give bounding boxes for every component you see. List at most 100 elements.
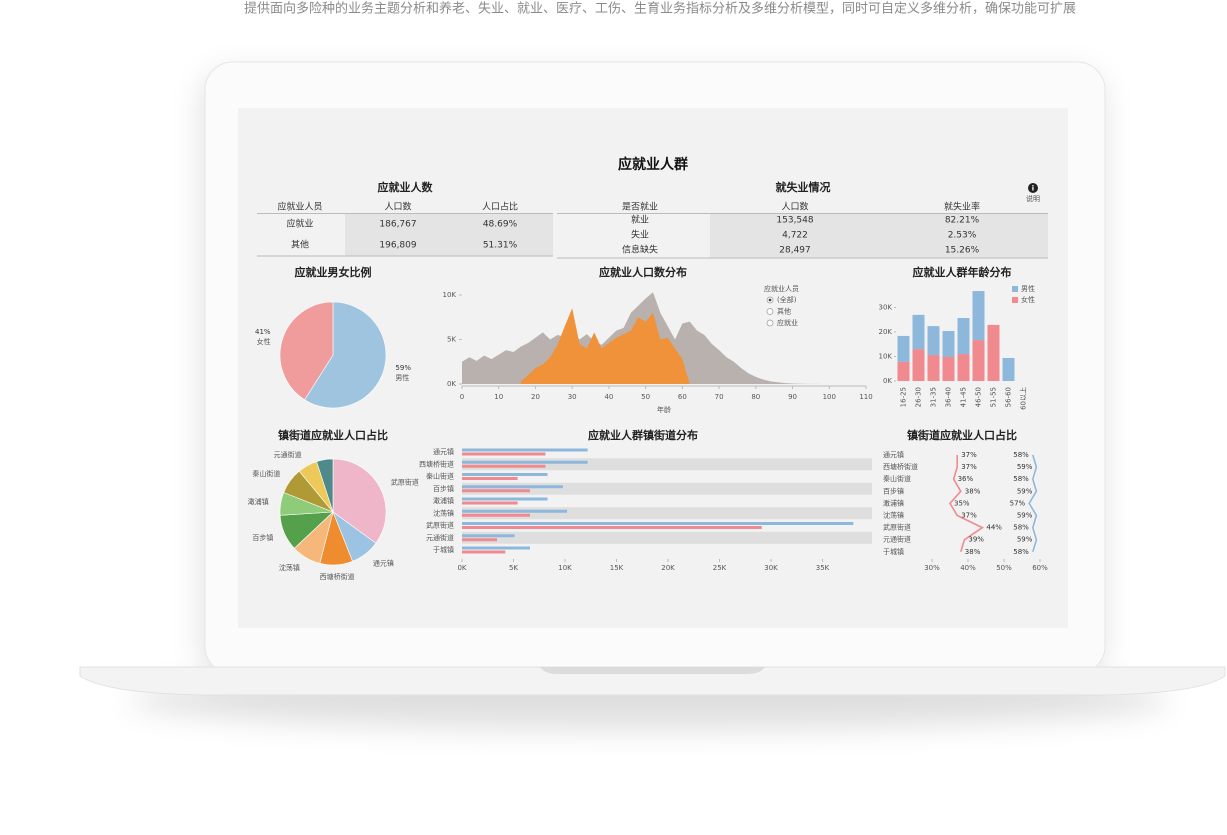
y-tick-label: 武原街道 — [883, 523, 911, 532]
info-icon-glyph: i — [1032, 185, 1034, 193]
bar — [462, 473, 548, 476]
y-tick-label: 百步镇 — [433, 484, 454, 493]
table-shade — [710, 214, 1048, 258]
chart-title: 应就业人群镇街道分布 — [588, 428, 698, 442]
table-cell: 51.31% — [483, 241, 518, 251]
data-label: 59% — [1017, 487, 1033, 495]
x-tick-label: 40% — [960, 564, 976, 572]
row-band — [462, 531, 872, 544]
data-label: 37% — [961, 512, 977, 520]
radio-dot — [768, 298, 772, 302]
y-tick-label: 0K — [447, 380, 456, 388]
x-tick-label: 100 — [823, 393, 836, 401]
table-cell: 48.69% — [483, 220, 518, 230]
y-tick-label: 秦山街道 — [883, 474, 911, 483]
filter-option-label: (全部) — [777, 295, 797, 304]
bar-segment — [942, 331, 955, 357]
radio — [766, 319, 774, 327]
bar — [462, 509, 568, 513]
y-tick-label: 百步镇 — [883, 486, 904, 495]
filter-option[interactable]: 应就业 — [766, 318, 798, 327]
y-tick-label: 0K — [883, 377, 892, 385]
x-tick-label: 25K — [713, 564, 727, 572]
filter-option[interactable]: 其他 — [766, 307, 791, 316]
filter-title: 应就业人员 — [764, 284, 799, 293]
y-tick-label: 秦山街道 — [426, 472, 454, 481]
bar — [462, 538, 498, 542]
bar-segment — [912, 349, 925, 381]
x-tick-label: 40 — [604, 393, 613, 401]
data-label: 37% — [961, 451, 977, 459]
filter-option[interactable]: (全部) — [766, 295, 797, 304]
bar — [462, 464, 546, 468]
x-tick-label: 80 — [751, 393, 760, 401]
table-cell: 应就业 — [286, 218, 313, 230]
data-label: 58% — [1013, 451, 1029, 459]
x-axis-label: 年龄 — [657, 405, 671, 414]
table-shade — [345, 214, 553, 256]
y-tick-label: 元通街道 — [426, 533, 454, 542]
tagline: 提供面向多险种的业务主题分析和养老、失业、就业、医疗、工伤、生育业务指标分析及多… — [244, 1, 1076, 17]
data-label: 37% — [961, 463, 977, 471]
y-tick-label: 沈荡镇 — [883, 511, 904, 520]
bar-segment — [972, 340, 985, 381]
table-header: 人口数 — [781, 201, 808, 213]
x-tick-label: 60以上 — [1019, 387, 1028, 410]
data-label: 58% — [1013, 475, 1029, 483]
pie-category-label: 澉浦镇 — [248, 497, 269, 506]
info-icon[interactable] — [1028, 183, 1038, 193]
x-tick-label: 30% — [924, 564, 940, 572]
table-cell: 153,548 — [776, 216, 813, 226]
laptop-base — [79, 666, 1226, 696]
x-tick-label: 90 — [788, 393, 797, 401]
y-tick-label: 10K — [443, 291, 457, 299]
y-tick-label: 5K — [447, 335, 456, 343]
pie-category-label: 通元镇 — [373, 558, 394, 567]
data-label: 59% — [1017, 512, 1033, 520]
bar-segment — [972, 291, 985, 341]
bar-segment — [897, 335, 910, 362]
bar — [462, 497, 548, 501]
x-tick-label: 20 — [531, 393, 540, 401]
table-cell: 失业 — [631, 229, 649, 241]
bar — [462, 526, 762, 529]
bar — [462, 477, 518, 480]
data-label: 58% — [1013, 524, 1029, 532]
bar — [462, 501, 518, 505]
x-tick-label: 31-35 — [930, 387, 938, 407]
x-tick-label: 30 — [568, 393, 577, 401]
table-header: 应就业人员 — [277, 201, 322, 213]
x-tick-label: 70 — [715, 393, 724, 401]
legend-swatch — [1012, 286, 1018, 292]
bar — [462, 489, 530, 493]
pie-slice — [304, 301, 387, 409]
x-tick-label: 20K — [661, 564, 675, 572]
x-tick-label: 110 — [859, 393, 872, 401]
bar-segment — [942, 356, 955, 381]
filter-option-label: 应就业 — [777, 318, 798, 327]
dashboard-title: 应就业人群 — [618, 156, 688, 173]
bar — [462, 485, 563, 489]
y-tick-label: 通元镇 — [883, 450, 904, 459]
radio — [766, 308, 774, 315]
bar — [462, 522, 854, 525]
bar-segment — [927, 326, 940, 356]
x-tick-label: 5K — [509, 564, 518, 572]
pie-category-label: 元通街道 — [274, 450, 302, 459]
data-label: 58% — [1013, 548, 1029, 556]
table-cell: 15.26% — [945, 246, 980, 256]
data-label: 38% — [965, 487, 981, 495]
pie-category-label: 百步镇 — [252, 533, 273, 542]
y-tick-label: 西塘桥街道 — [883, 462, 918, 471]
data-label: 38% — [965, 548, 981, 556]
bar — [462, 452, 546, 456]
pie-category-label: 武原街道 — [391, 477, 419, 486]
bar — [462, 448, 588, 452]
chart-title: 应就业人口数分布 — [599, 265, 687, 279]
pie-category-label: 秦山街道 — [252, 469, 280, 478]
x-tick-label: 0K — [457, 564, 466, 572]
x-tick-label: 36-40 — [945, 387, 953, 407]
